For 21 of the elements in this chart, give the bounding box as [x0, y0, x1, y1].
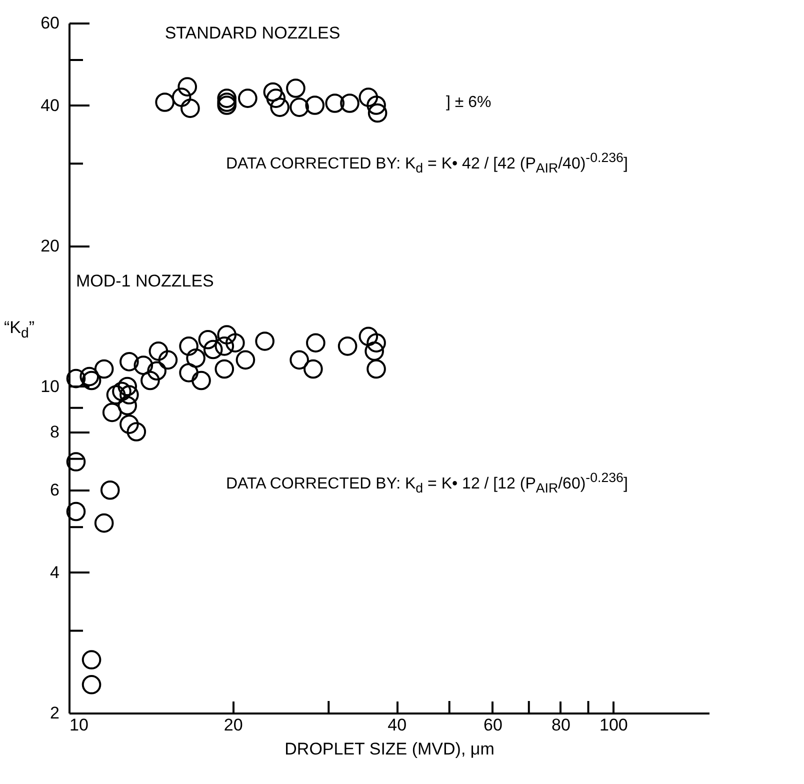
x-tick-label: 10 [70, 716, 88, 734]
x-tick-label: 20 [224, 716, 243, 734]
y-tick-label: 8 [50, 422, 60, 442]
y-tick-label: 4 [50, 562, 60, 582]
annotation: DATA CORRECTED BY: K$_{d}$ = K• 42 / [42 (P$_{AIR}$/40)$^{-0.236}$] [226, 150, 628, 176]
y-tick-label: 20 [40, 236, 60, 256]
x-tick-label: 100 [599, 716, 628, 734]
text: STANDARD NOZZLES [164, 24, 340, 43]
y-axis-title: “K$_{d}$” [4, 318, 35, 342]
x-tick-label: 80 [551, 716, 570, 734]
annotation: DATA CORRECTED BY: K$_{d}$ = K• 12 / [12 (P$_{AIR}$/60)$^{-0.236}$] [226, 470, 628, 496]
annotation: ] ± 6% [446, 94, 492, 112]
y-tick-label: 60 [40, 14, 60, 32]
y-tick-label: 2 [50, 704, 60, 722]
y-tick-label: 40 [40, 96, 60, 115]
x-tick-label: 60 [483, 716, 502, 734]
text: MOD-1 NOZZLES [76, 272, 214, 291]
x-axis-title: DROPLET SIZE (MVD), μm [284, 740, 494, 758]
x-tick-label: 40 [388, 716, 407, 734]
y-tick-label: 10 [40, 376, 60, 396]
y-tick-label: 6 [50, 480, 60, 500]
